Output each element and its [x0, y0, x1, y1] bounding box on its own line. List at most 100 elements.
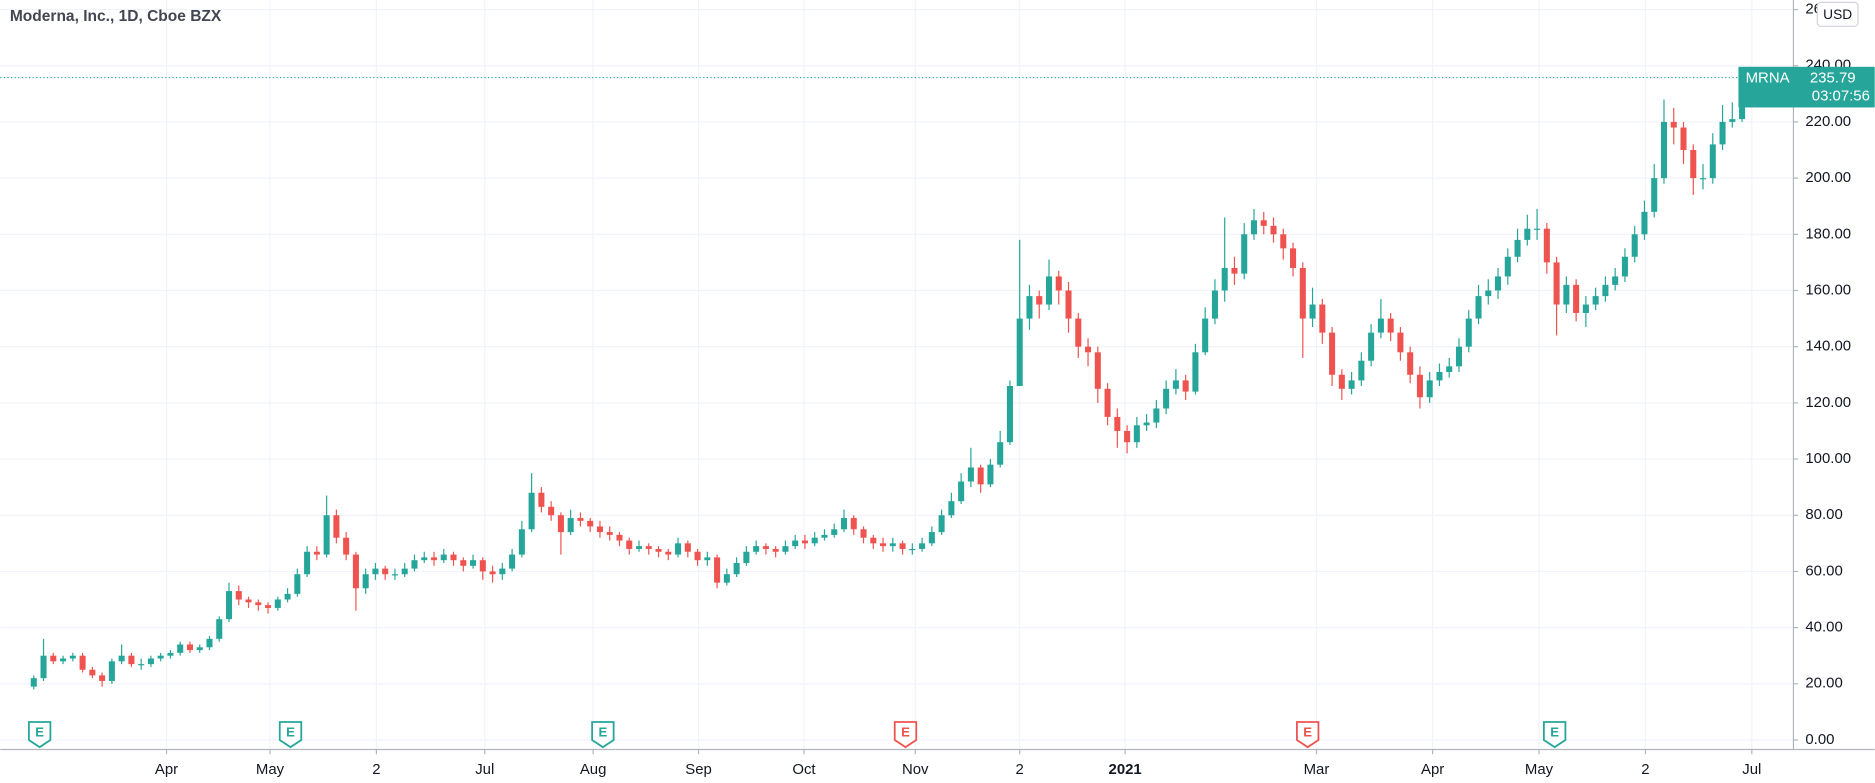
y-tick-label: 200.00	[1805, 169, 1851, 186]
candle-body	[1094, 352, 1101, 389]
candle-body	[1221, 268, 1228, 291]
earnings-label[interactable]: E	[1550, 724, 1559, 739]
candle-body	[909, 548, 916, 551]
candle-body	[723, 574, 730, 583]
candle-body	[382, 568, 389, 575]
candle-body	[919, 543, 926, 549]
candle-body	[40, 655, 47, 679]
candle-body	[635, 546, 643, 549]
candle-body	[372, 568, 379, 575]
y-tick-label: 220.00	[1805, 113, 1851, 130]
earnings-marker[interactable]	[893, 721, 918, 749]
candle-body	[1309, 304, 1316, 319]
candle-body	[1280, 234, 1287, 249]
earnings-marker[interactable]	[1542, 721, 1567, 749]
grid	[0, 0, 1794, 750]
candle-body	[548, 506, 555, 516]
candle-body	[186, 644, 193, 651]
y-tick-label: 20.00	[1805, 675, 1842, 692]
candle-body	[596, 526, 603, 533]
earnings-marker[interactable]	[27, 721, 52, 749]
earnings-marker[interactable]	[278, 721, 303, 749]
candle-body	[870, 537, 877, 544]
currency-box[interactable]	[1816, 1, 1859, 27]
candle-body	[1329, 332, 1336, 375]
candle-body	[118, 655, 125, 662]
candle-body	[792, 540, 799, 547]
candle-body	[89, 669, 96, 676]
candle-body	[1104, 388, 1111, 417]
candle-body	[1514, 239, 1521, 257]
candle-body	[811, 537, 818, 544]
candle-body	[401, 568, 408, 575]
last-price-symbol: MRNA	[1746, 70, 1790, 87]
candle-body	[440, 554, 447, 561]
candle-body	[538, 492, 545, 507]
candle-body	[1133, 425, 1140, 443]
candle-body	[147, 658, 154, 665]
candle-body	[938, 515, 945, 533]
candle-body	[1426, 380, 1433, 398]
candle-body	[1065, 290, 1072, 319]
candle-body	[294, 574, 301, 594]
candle-body	[1436, 371, 1443, 381]
earnings-label[interactable]: E	[598, 724, 607, 739]
earnings-label[interactable]: E	[35, 724, 44, 739]
x-tick-label: 2021	[1109, 761, 1142, 778]
x-tick-label: Jul	[1742, 761, 1761, 778]
candle-body	[557, 515, 564, 533]
candle-body	[694, 551, 701, 561]
y-tick-label: 80.00	[1805, 506, 1842, 523]
candle-body	[1709, 144, 1716, 179]
earnings-label[interactable]: E	[1303, 724, 1312, 739]
chart-title: Moderna, Inc., 1D, Cboe BZX	[10, 8, 222, 25]
earnings-marker[interactable]	[591, 721, 615, 749]
candle-body	[948, 501, 955, 516]
candle-body	[987, 464, 994, 485]
candle-body	[1446, 366, 1453, 372]
candle-body	[821, 534, 828, 538]
candle-body	[470, 560, 477, 566]
earnings-label[interactable]: E	[901, 724, 910, 739]
candle-body	[1660, 121, 1668, 179]
candle-body	[1407, 352, 1414, 375]
candle-body	[1319, 304, 1326, 333]
candle-body	[655, 548, 662, 552]
earnings-marker[interactable]	[1296, 721, 1320, 749]
candle-body	[733, 562, 740, 575]
candle-body	[323, 515, 330, 555]
candle-body	[79, 655, 86, 670]
x-tick-label: Apr	[155, 761, 178, 778]
candle-body	[1524, 228, 1531, 240]
candle-body	[1299, 268, 1306, 319]
candle-body	[1582, 304, 1589, 313]
candle-body	[1621, 256, 1628, 277]
candle-body	[1153, 408, 1160, 423]
x-tick-label: Mar	[1304, 761, 1330, 778]
candle-body	[499, 568, 506, 575]
candle-body	[1260, 220, 1267, 226]
earnings-label[interactable]: E	[286, 724, 295, 739]
candle-body	[1651, 178, 1658, 212]
candle-body	[1465, 318, 1472, 347]
y-tick-label: 40.00	[1805, 619, 1842, 636]
candle-body	[1026, 296, 1033, 319]
candle-body	[479, 560, 486, 572]
candle-body	[880, 543, 887, 547]
y-tick-label: 0.00	[1805, 731, 1834, 748]
candle-body	[1700, 178, 1707, 180]
candle-body	[1573, 284, 1580, 313]
candle-body	[1182, 380, 1189, 392]
candle-body	[1719, 121, 1726, 145]
x-tick-label: Nov	[902, 761, 929, 778]
candle-body	[1690, 150, 1697, 179]
candle-body	[1377, 318, 1384, 333]
candle-body	[1172, 380, 1179, 389]
currency[interactable]: USD	[1823, 7, 1852, 22]
candle-body	[567, 518, 574, 533]
candle-body	[108, 661, 115, 681]
candle-body	[860, 529, 867, 538]
candle-body	[450, 554, 457, 561]
candle-body	[967, 467, 974, 482]
